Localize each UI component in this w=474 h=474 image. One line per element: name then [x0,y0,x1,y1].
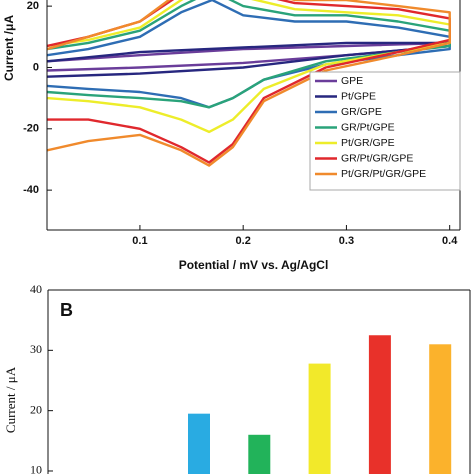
plot-area [47,0,451,167]
panel-label: B [60,300,73,320]
x-axis-label: Potential / mV vs. Ag/AgCl [179,258,329,272]
legend-label: GPE [341,75,363,87]
x-tick-label: 0.2 [236,235,251,247]
x-tick-label: 0.3 [339,235,354,247]
cv-curve [47,0,451,167]
y-tick-label: 30 [30,342,42,356]
y-tick-label: -20 [23,123,39,135]
bar [429,344,452,474]
bar [188,413,210,474]
legend-label: Pt/GR/Pt/GR/GPE [341,168,426,180]
y-axis-label: Current / μA [3,366,18,433]
legend-label: Pt/GPE [341,90,376,102]
y-tick-label: 40 [30,282,42,296]
y-tick-label: 20 [27,0,39,12]
y-tick-label: 0 [33,61,39,73]
legend-label: GR/Pt/GPE [341,121,395,133]
bar [308,363,331,474]
legend-label: GR/Pt/GR/GPE [341,152,413,164]
y-tick-label: -40 [23,184,39,196]
legend-box [309,71,461,191]
y-axis-label: Current /μA [2,15,16,81]
bar [368,335,391,474]
y-tick-label: 20 [30,402,42,416]
legend-label: Pt/GR/GPE [341,137,395,149]
bar [248,434,271,474]
legend-label: GR/GPE [341,106,382,118]
y-tick-label: 10 [30,463,42,474]
x-tick-label: 0.1 [132,235,147,247]
x-tick-label: 0.4 [442,235,458,247]
